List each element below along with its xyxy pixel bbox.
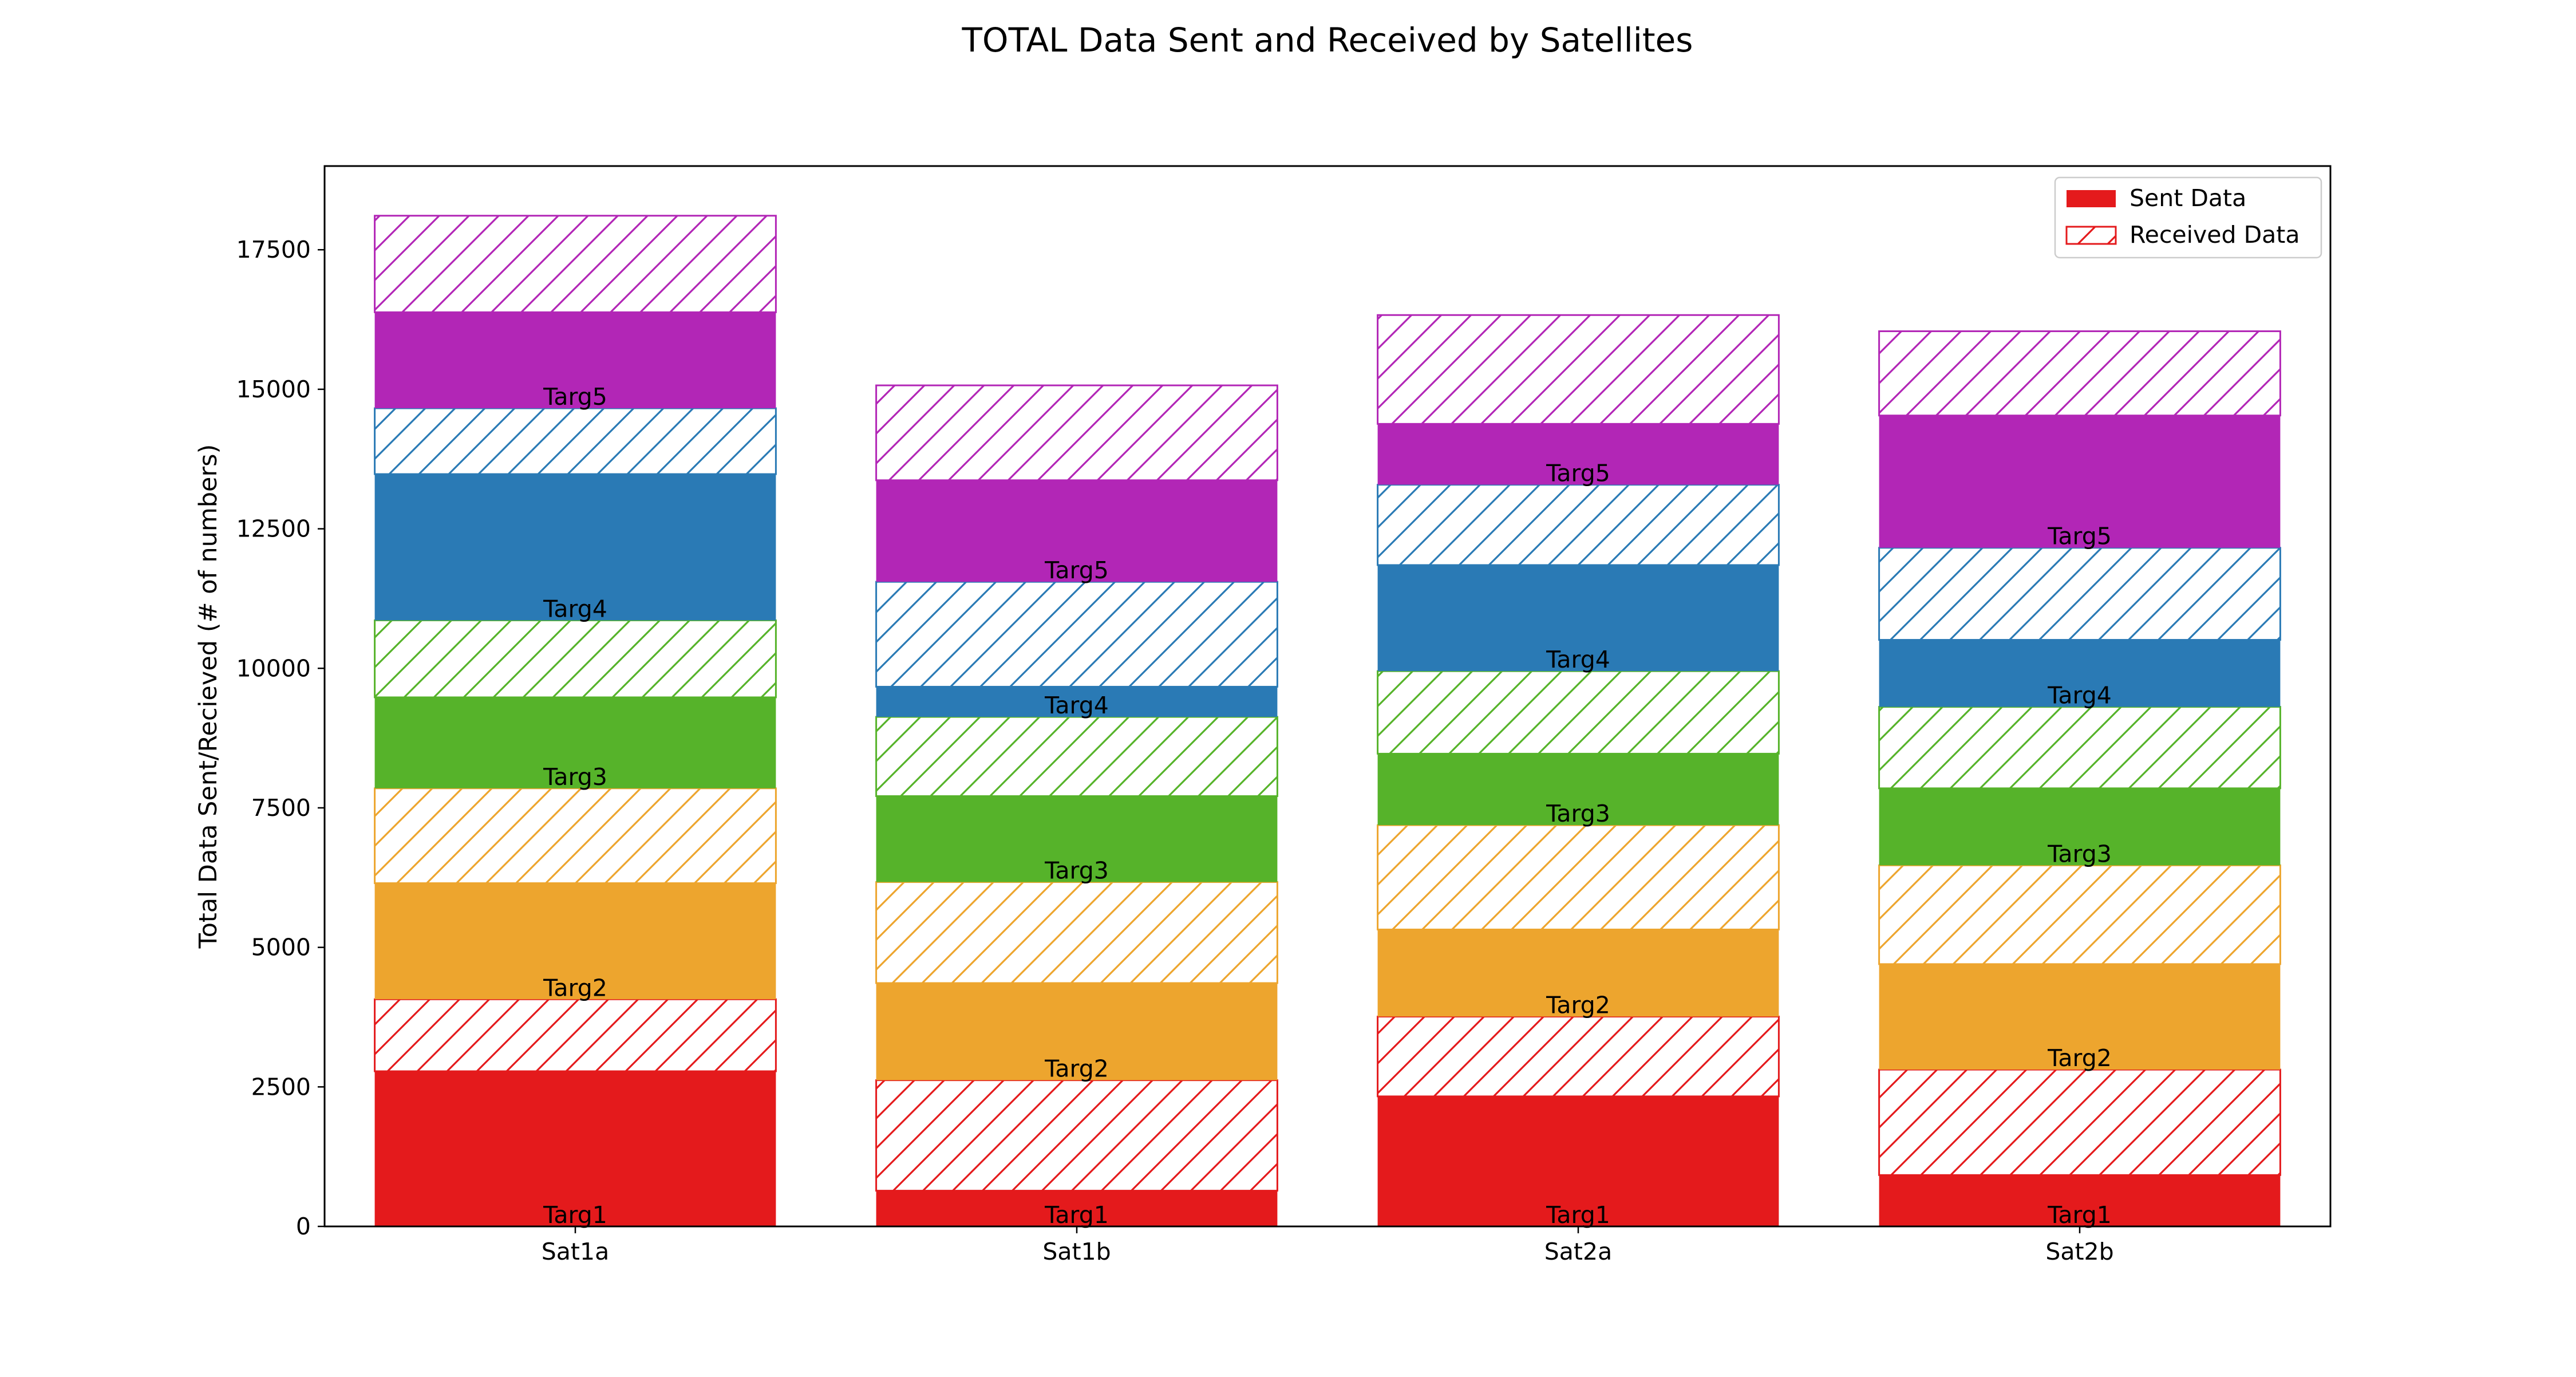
legend-swatch-received xyxy=(2065,226,2117,245)
bar-label-targ2-sat1b: Targ2 xyxy=(1044,1055,1109,1083)
bar-received-targ4-sat1a xyxy=(374,407,777,475)
bar-received-targ4-sat2a xyxy=(1377,484,1780,566)
bar-sent-targ3-sat1a xyxy=(374,697,776,788)
bar-sent-targ3-sat2b xyxy=(1879,788,2281,866)
bar-sent-targ2-sat1a xyxy=(374,883,776,1000)
bar-sent-targ1-sat1a xyxy=(374,1071,776,1226)
bar-label-targ3-sat1a: Targ3 xyxy=(543,763,607,791)
y-tick-label: 17500 xyxy=(236,236,311,263)
bar-label-targ4-sat2b: Targ4 xyxy=(2047,682,2112,709)
bar-label-targ2-sat2a: Targ2 xyxy=(1546,991,1610,1019)
y-tick-label: 12500 xyxy=(236,515,311,543)
y-tick-label: 10000 xyxy=(236,654,311,682)
bar-label-targ1-sat2b: Targ1 xyxy=(2047,1201,2112,1229)
bar-sent-targ5-sat2a xyxy=(1377,424,1779,485)
y-tick-label: 7500 xyxy=(251,794,311,822)
bar-label-targ5-sat2a: Targ5 xyxy=(1546,460,1610,487)
bar-sent-targ3-sat2a xyxy=(1377,753,1779,826)
bar-received-targ5-sat2b xyxy=(1878,330,2281,417)
x-tick-label: Sat2a xyxy=(1544,1238,1612,1265)
bar-received-targ2-sat1a xyxy=(374,787,777,885)
bar-received-targ4-sat2b xyxy=(1878,547,2281,641)
bar-sent-targ2-sat2b xyxy=(1879,964,2281,1070)
bar-sent-targ1-sat2a xyxy=(1377,1096,1779,1226)
bar-label-targ2-sat2b: Targ2 xyxy=(2047,1044,2112,1072)
legend-label-received: Received Data xyxy=(2129,221,2300,248)
bar-label-targ5-sat2b: Targ5 xyxy=(2047,523,2112,550)
bar-sent-targ3-sat1b xyxy=(876,796,1278,882)
bar-sent-targ4-sat2b xyxy=(1879,640,2281,707)
bar-sent-targ4-sat2a xyxy=(1377,565,1779,672)
bar-label-targ3-sat2a: Targ3 xyxy=(1546,800,1610,827)
bar-sent-targ4-sat1a xyxy=(374,474,776,621)
bar-received-targ1-sat1a xyxy=(374,998,777,1072)
y-tick-label: 5000 xyxy=(251,934,311,961)
bar-received-targ3-sat1b xyxy=(875,716,1278,797)
y-tick-label: 0 xyxy=(296,1213,311,1240)
x-tick-label: Sat1b xyxy=(1042,1238,1111,1265)
bar-label-targ1-sat1b: Targ1 xyxy=(1044,1201,1109,1229)
bar-received-targ5-sat2a xyxy=(1377,314,1780,425)
bar-received-targ1-sat2a xyxy=(1377,1015,1780,1098)
bar-received-targ1-sat2b xyxy=(1878,1068,2281,1176)
bar-received-targ3-sat1a xyxy=(374,619,777,699)
bar-label-targ3-sat1b: Targ3 xyxy=(1044,857,1109,885)
legend-label-sent: Sent Data xyxy=(2129,184,2246,212)
bar-sent-targ1-sat1b xyxy=(876,1190,1278,1226)
bar-received-targ3-sat2a xyxy=(1377,670,1780,755)
bar-received-targ3-sat2b xyxy=(1878,706,2281,790)
x-axis: Sat1a Sat1b Sat2a Sat2b xyxy=(542,1226,2114,1265)
bar-sent-targ1-sat2b xyxy=(1879,1175,2281,1226)
bar-received-targ2-sat2b xyxy=(1878,864,2281,965)
bar-received-targ5-sat1a xyxy=(374,215,777,313)
bar-sent-targ4-sat1b xyxy=(876,686,1278,717)
bar-sent-targ5-sat2b xyxy=(1879,415,2281,548)
bar-sent-targ2-sat2a xyxy=(1377,929,1779,1017)
bar-label-targ4-sat2a: Targ4 xyxy=(1546,646,1610,673)
bar-received-targ2-sat1b xyxy=(875,881,1278,984)
bar-label-targ1-sat2a: Targ1 xyxy=(1546,1201,1610,1229)
legend: Sent Data Received Data xyxy=(2054,176,2322,259)
bar-label-targ3-sat2b: Targ3 xyxy=(2047,840,2112,867)
bar-sent-targ5-sat1b xyxy=(876,480,1278,582)
plot-frame xyxy=(323,165,2332,1228)
bar-label-targ2-sat1a: Targ2 xyxy=(543,974,607,1001)
bar-sent-targ5-sat1a xyxy=(374,312,776,409)
bars-layer xyxy=(374,215,2281,1226)
bar-received-targ1-sat1b xyxy=(875,1079,1278,1192)
bar-label-targ1-sat1a: Targ1 xyxy=(543,1201,607,1229)
bar-labels-layer: Targ1 Targ2 Targ3 Targ4 Targ5 Targ1 Targ2 Targ3… xyxy=(543,383,2112,1229)
bar-received-targ2-sat2a xyxy=(1377,824,1780,930)
bar-received-targ5-sat1b xyxy=(875,384,1278,482)
bar-label-targ5-sat1b: Targ5 xyxy=(1044,557,1109,584)
y-tick-label: 2500 xyxy=(251,1073,311,1100)
bar-received-targ4-sat1b xyxy=(875,581,1278,688)
y-axis-label: Total Data Sent/Recieved (# of numbers) xyxy=(194,444,223,949)
legend-swatch-sent xyxy=(2067,190,2116,207)
x-tick-label: Sat1a xyxy=(542,1238,609,1265)
y-axis: 0 2500 5000 7500 10000 12500 15000 17500 xyxy=(236,236,325,1240)
bar-label-targ4-sat1b: Targ4 xyxy=(1044,692,1109,719)
x-tick-label: Sat2b xyxy=(2045,1238,2113,1265)
bar-sent-targ2-sat1b xyxy=(876,983,1278,1080)
bar-label-targ4-sat1a: Targ4 xyxy=(543,595,607,622)
legend-box xyxy=(2054,176,2322,259)
chart-title: TOTAL Data Sent and Received by Satellit… xyxy=(961,21,1693,60)
y-tick-label: 15000 xyxy=(236,376,311,403)
bar-label-targ5-sat1a: Targ5 xyxy=(543,383,607,411)
